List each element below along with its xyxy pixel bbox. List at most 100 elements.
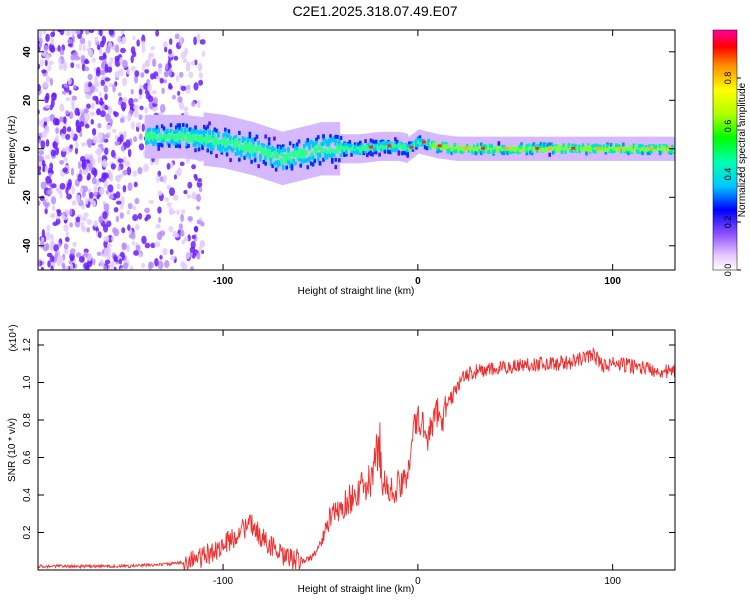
- ridge-cell: [453, 142, 457, 147]
- ridge-cell: [327, 138, 331, 143]
- noise-cell: [197, 63, 203, 72]
- ridge-cell: [465, 143, 469, 148]
- ridge-cell: [341, 149, 345, 154]
- ridge-cell: [150, 136, 154, 141]
- ridge-cell: [337, 146, 341, 151]
- noise-cell: [70, 129, 75, 139]
- noise-cell: [79, 30, 84, 35]
- ridge-cell: [499, 149, 502, 154]
- noise-cell: [120, 145, 125, 152]
- ridge-cell: [236, 151, 239, 156]
- ridge-cell: [639, 143, 643, 148]
- noise-cell: [83, 251, 89, 257]
- noise-cell: [44, 59, 48, 67]
- noise-cell: [42, 117, 47, 122]
- ridge-cell: [231, 138, 234, 143]
- noise-cell: [52, 141, 58, 150]
- ridge-cell: [427, 143, 431, 148]
- noise-cell: [38, 42, 43, 48]
- ridge-cell: [620, 149, 623, 154]
- ridge-cell: [180, 131, 183, 136]
- ridge-cell: [357, 149, 360, 154]
- ridge-cell: [415, 143, 418, 148]
- ridge-cell: [197, 141, 201, 146]
- ridge-cell: [548, 152, 551, 157]
- ridge-cell: [202, 124, 206, 129]
- ridge-cell: [274, 154, 278, 159]
- ridge-cell: [194, 129, 197, 134]
- ridge-cell: [388, 145, 392, 150]
- ridge-halo-cell: [308, 125, 311, 179]
- noise-cell: [183, 189, 188, 195]
- noise-cell: [169, 248, 174, 255]
- ridge-cell: [206, 139, 210, 144]
- chart-title: C2E1.2025.318.07.49.E07: [292, 3, 457, 19]
- noise-cell: [157, 67, 163, 74]
- ridge-cell: [232, 140, 236, 145]
- noise-cell: [79, 115, 85, 124]
- ridge-cell: [446, 145, 450, 150]
- noise-cell: [154, 257, 159, 267]
- spectrogram-y-tick-label: -20: [22, 190, 33, 205]
- ridge-cell: [157, 143, 161, 148]
- noise-cell: [132, 214, 139, 222]
- ridge-cell: [227, 133, 231, 138]
- ridge-cell: [369, 146, 373, 151]
- ridge-cell: [569, 145, 573, 150]
- noise-cell: [86, 219, 93, 225]
- ridge-cell: [571, 149, 574, 154]
- ridge-cell: [195, 135, 199, 140]
- ridge-cell: [211, 144, 215, 149]
- noise-cell: [134, 197, 140, 205]
- ridge-cell: [295, 146, 299, 151]
- ridge-cell: [332, 153, 336, 158]
- ridge-peak-cell: [409, 145, 414, 149]
- ridge-cell: [174, 144, 178, 149]
- noise-cell: [62, 264, 66, 270]
- spectrogram-x-label: Height of straight line (km): [298, 286, 415, 297]
- ridge-cell: [152, 131, 155, 136]
- ridge-cell: [309, 153, 313, 158]
- noise-cell: [71, 30, 77, 36]
- ridge-cell: [569, 148, 573, 153]
- spectrogram-heatmap: [38, 30, 675, 270]
- ridge-cell: [306, 138, 310, 143]
- noise-cell: [38, 118, 41, 126]
- ridge-cell: [241, 139, 245, 144]
- ridge-halo-cell: [659, 136, 662, 161]
- noise-cell: [136, 39, 140, 47]
- ridge-cell: [432, 141, 436, 146]
- noise-cell: [97, 132, 104, 139]
- spectrogram-frame: [37, 29, 676, 271]
- ridge-cell: [239, 149, 243, 154]
- noise-cell: [191, 164, 196, 170]
- noise-cell: [156, 231, 163, 241]
- ridge-cell: [290, 166, 294, 171]
- ridge-cell: [669, 149, 672, 154]
- ridge-cell: [450, 147, 453, 152]
- ridge-cell: [178, 144, 182, 149]
- snr-ticks: -100 0 100 0.2 0.4 0.6 0.8 1.0 1.2: [22, 330, 675, 587]
- ridge-halo-cell: [326, 122, 329, 176]
- noise-cell: [87, 39, 92, 49]
- ridge-cell: [238, 130, 241, 135]
- ridge-cell: [485, 144, 488, 149]
- ridge-cell: [192, 137, 196, 142]
- ridge-cell: [208, 131, 211, 136]
- noise-cell: [103, 172, 110, 179]
- ridge-cell: [313, 159, 317, 164]
- ridge-cell: [166, 134, 169, 139]
- ridge-cell: [253, 146, 257, 151]
- ridge-cell: [336, 149, 339, 154]
- colorbar-tick-label: 0.2: [723, 216, 733, 229]
- ridge-cell: [236, 147, 239, 152]
- noise-cell: [134, 224, 140, 231]
- ridge-cell: [490, 144, 494, 149]
- ridge-cell: [574, 148, 578, 153]
- ridge-cell: [650, 148, 653, 153]
- noise-cell: [98, 187, 105, 196]
- noise-cell: [44, 165, 49, 173]
- ridge-cell: [178, 125, 182, 130]
- ridge-cell: [439, 148, 443, 153]
- ridge-cell: [529, 150, 532, 155]
